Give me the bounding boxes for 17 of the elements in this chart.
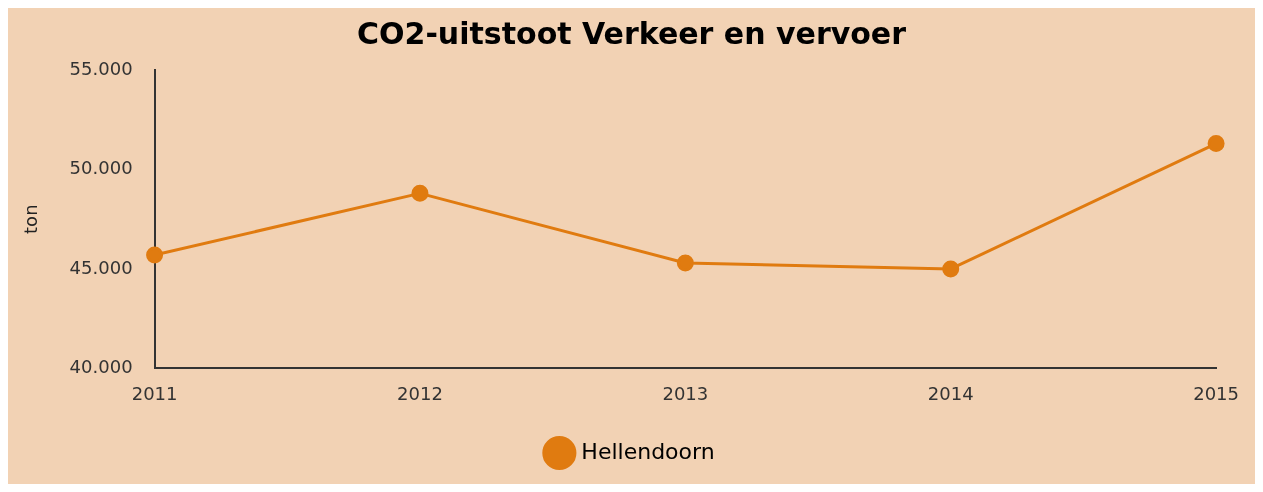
- y-axis-title: ton: [20, 204, 42, 234]
- x-tick-label: 2015: [1193, 382, 1239, 404]
- point: [942, 260, 960, 278]
- x-tick-label: 2013: [662, 382, 709, 404]
- y-tick-label: 50.000: [69, 157, 133, 179]
- x-tick-label: 2012: [397, 382, 443, 404]
- point: [411, 184, 429, 202]
- point: [146, 246, 164, 264]
- chart-title: CO2-uitstoot Verkeer en vervoer: [357, 15, 907, 51]
- y-tick-label: 40.000: [69, 356, 133, 378]
- point: [1207, 135, 1225, 153]
- y-tick-label: 55.000: [69, 57, 133, 79]
- y-tick-label: 45.000: [69, 256, 133, 278]
- x-tick-label: 2011: [131, 382, 178, 404]
- legend-label: Hellendoorn: [581, 438, 715, 464]
- point: [676, 254, 694, 272]
- x-tick-label: 2014: [927, 382, 974, 404]
